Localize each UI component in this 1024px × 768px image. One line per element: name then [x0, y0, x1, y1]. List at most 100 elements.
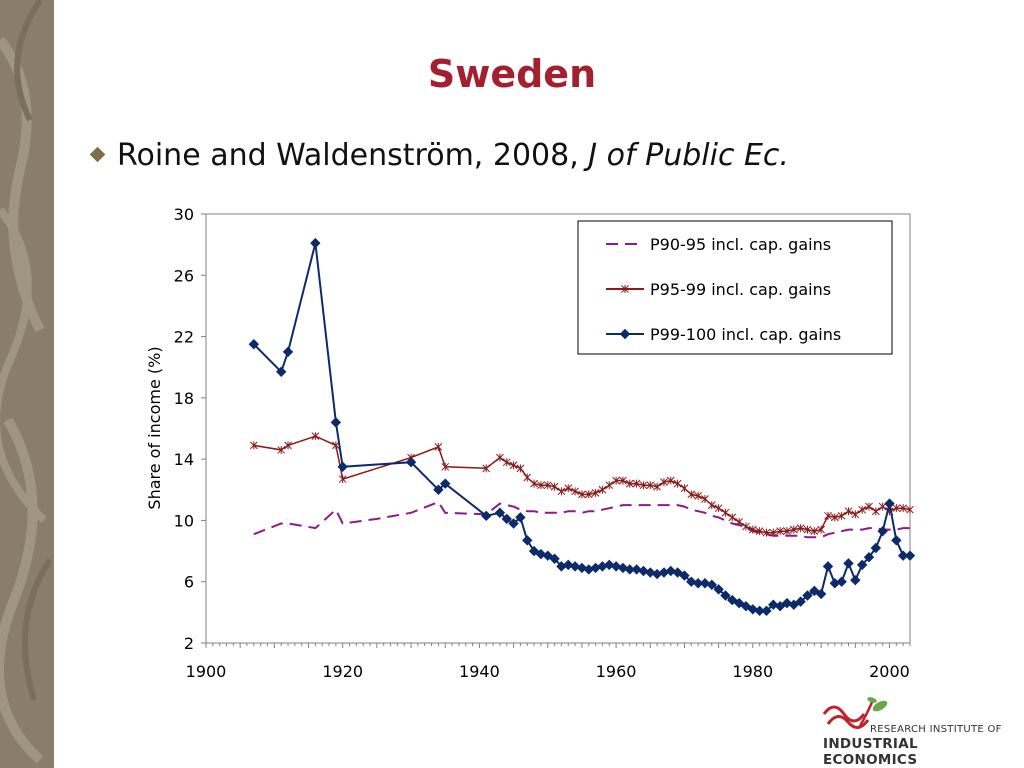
- data-point-star: [810, 527, 819, 536]
- data-point-diamond: [405, 456, 417, 468]
- series-group: [253, 500, 910, 539]
- data-point-diamond: [330, 417, 342, 428]
- data-point-star: [687, 490, 696, 499]
- data-point-diamond: [275, 366, 287, 378]
- legend-label: P95-99 incl. cap. gains: [650, 280, 831, 299]
- data-point-star: [621, 285, 629, 293]
- citation-journal: J of Public Ec.: [588, 138, 789, 173]
- data-point-star: [817, 525, 825, 534]
- data-point-diamond: [638, 565, 649, 577]
- data-point-star: [284, 441, 292, 450]
- data-point-diamond: [522, 535, 533, 546]
- data-point-diamond: [549, 553, 560, 564]
- data-point-star: [742, 522, 750, 531]
- data-point-diamond: [897, 550, 909, 561]
- data-point-diamond: [619, 328, 631, 340]
- data-point-star: [564, 484, 573, 493]
- data-point-star: [666, 476, 675, 485]
- data-point-diamond: [891, 535, 902, 546]
- y-tick-label: 22: [174, 328, 194, 347]
- series-group: [249, 432, 914, 537]
- data-point-star: [783, 527, 791, 536]
- data-point-star: [249, 441, 258, 450]
- data-point-star: [844, 507, 853, 516]
- y-tick-label: 26: [174, 266, 194, 285]
- data-point-diamond: [535, 548, 547, 560]
- data-point-diamond: [679, 570, 690, 581]
- data-point-diamond: [720, 590, 731, 601]
- data-point-diamond: [282, 346, 294, 358]
- series-layer: [248, 237, 916, 617]
- data-point-star: [543, 481, 552, 490]
- data-point-star: [632, 479, 641, 488]
- data-point-star: [591, 488, 600, 497]
- data-point-diamond: [604, 559, 615, 571]
- x-tick-label: 2000: [869, 662, 910, 681]
- data-point-star: [728, 513, 737, 522]
- data-point-diamond: [809, 585, 820, 597]
- data-point-diamond: [248, 339, 260, 350]
- x-tick-label: 1980: [732, 662, 773, 681]
- citation-text: Roine and Waldenström, 2008,: [117, 138, 589, 173]
- data-point-star: [653, 482, 661, 491]
- data-point-star: [824, 511, 832, 520]
- data-point-diamond: [528, 545, 540, 557]
- data-point-diamond: [508, 518, 519, 529]
- y-tick-label: 6: [184, 573, 194, 592]
- data-point-star: [714, 504, 723, 513]
- logo-line-2: INDUSTRIAL ECONOMICS: [823, 736, 918, 768]
- data-point-diamond: [645, 567, 656, 578]
- data-point-diamond: [699, 578, 711, 589]
- decorative-side-strip: [0, 0, 54, 768]
- data-point-diamond: [822, 561, 834, 572]
- data-point-star: [837, 511, 846, 520]
- data-point-star: [496, 453, 504, 462]
- y-axis-label: Share of income (%): [145, 346, 164, 509]
- data-point-star: [707, 501, 716, 510]
- data-point-star: [578, 490, 586, 499]
- legend-label: P90-95 incl. cap. gains: [650, 235, 831, 254]
- data-point-diamond: [631, 564, 642, 575]
- data-point-star: [619, 476, 627, 485]
- data-point-diamond: [610, 561, 622, 572]
- data-point-star: [571, 487, 579, 496]
- data-point-star: [701, 494, 709, 503]
- data-point-diamond: [337, 461, 348, 473]
- data-point-star: [830, 513, 839, 522]
- data-point-diamond: [733, 597, 745, 609]
- data-point-star: [748, 525, 757, 534]
- data-point-diamond: [576, 562, 588, 574]
- legend-item: P90-95 incl. cap. gains: [606, 235, 831, 254]
- data-point-star: [803, 525, 812, 534]
- data-point-diamond: [843, 558, 854, 569]
- data-point-diamond: [501, 513, 512, 525]
- data-point-diamond: [904, 550, 916, 561]
- x-tick-label: 1960: [596, 662, 637, 681]
- data-point-star: [509, 461, 518, 470]
- data-point-star: [735, 517, 743, 526]
- data-point-star: [482, 464, 491, 473]
- data-point-diamond: [802, 590, 813, 601]
- data-point-diamond: [768, 599, 779, 610]
- data-point-star: [762, 528, 771, 537]
- data-point-star: [721, 508, 730, 517]
- data-point-star: [865, 502, 873, 511]
- data-point-diamond: [494, 507, 506, 518]
- data-point-diamond: [706, 579, 717, 590]
- data-point-star: [906, 505, 914, 514]
- data-point-star: [277, 445, 286, 454]
- data-point-diamond: [481, 510, 492, 522]
- y-tick-label: 2: [184, 634, 194, 653]
- data-point-star: [673, 479, 682, 488]
- data-point-star: [311, 432, 320, 441]
- data-point-star: [755, 527, 764, 536]
- data-point-diamond: [877, 525, 888, 537]
- data-point-star: [338, 475, 347, 484]
- legend: P90-95 incl. cap. gains P95-99 incl. cap.…: [577, 220, 893, 355]
- data-point-star: [441, 462, 450, 471]
- data-point-diamond: [727, 594, 738, 606]
- data-point-star: [871, 507, 880, 516]
- data-point-star: [680, 484, 689, 493]
- data-point-star: [789, 525, 798, 534]
